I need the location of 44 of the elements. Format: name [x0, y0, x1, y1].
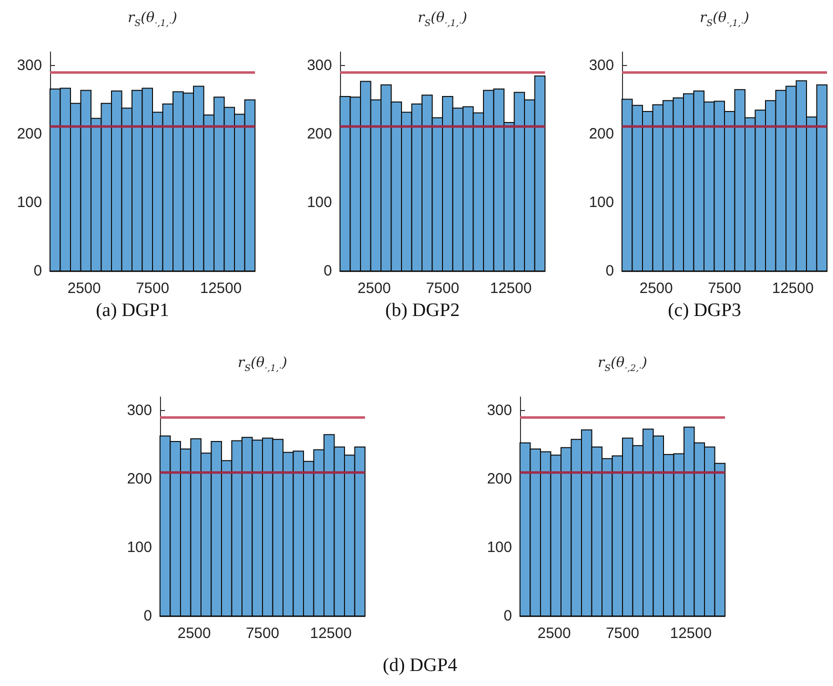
y-tick-label: 0 [324, 262, 332, 280]
chart-title: r$_{S}$(θ$_{·,1,·}$) [126, 10, 178, 29]
x-tick-label: 12500 [490, 280, 532, 297]
x-tick-label: 2500 [177, 625, 211, 642]
chart-title: r$_{S}$(θ$_{·,1,·}$) [416, 10, 468, 29]
y-tick-label: 200 [486, 470, 512, 488]
y-tick-label: 100 [306, 194, 332, 212]
chart-title: r$_{S}$(θ$_{·,2,·}$) [596, 355, 648, 374]
x-tick-label: 12500 [772, 280, 814, 297]
text: (d) DGP4 [382, 655, 458, 677]
y-tick-label: 300 [588, 57, 614, 74]
y-tick-label: 200 [306, 126, 332, 143]
y-tick-label: 100 [588, 194, 614, 212]
x-tick-label: 7500 [708, 280, 742, 297]
chart-title: r$_{S}$(θ$_{·,1,·}$) [698, 10, 750, 29]
y-tick-label: 100 [486, 539, 512, 556]
text: (b) DGP2 [384, 300, 461, 322]
x-tick-label: 2500 [639, 280, 673, 297]
chart-title: r$_{S}$(θ$_{·,1,·}$) [236, 355, 288, 374]
y-tick-label: 200 [16, 126, 42, 143]
y-tick-label: 200 [588, 126, 614, 143]
x-tick-label: 12500 [200, 280, 242, 297]
y-tick-label: 0 [504, 608, 512, 624]
y-tick-label: 300 [16, 57, 42, 74]
x-tick-label: 7500 [606, 625, 640, 642]
y-tick-label: 300 [126, 402, 152, 420]
text: (a) DGP1 [94, 300, 170, 322]
y-tick-label: 300 [486, 402, 512, 420]
y-tick-label: 300 [306, 57, 332, 74]
y-tick-label: 100 [16, 194, 42, 212]
x-tick-label: 7500 [136, 280, 170, 297]
x-tick-label: 12500 [310, 625, 352, 642]
y-tick-label: 0 [606, 262, 614, 280]
x-tick-label: 7500 [426, 280, 460, 297]
x-tick-label: 7500 [246, 625, 280, 642]
y-tick-label: 100 [126, 539, 152, 556]
y-tick-label: 0 [144, 608, 152, 624]
x-tick-label: 12500 [670, 625, 712, 642]
y-tick-label: 200 [126, 470, 152, 488]
x-tick-label: 2500 [67, 280, 101, 297]
y-tick-label: 0 [34, 262, 42, 280]
text: (c) DGP3 [666, 300, 742, 322]
x-tick-label: 2500 [357, 280, 391, 297]
x-tick-label: 2500 [537, 625, 571, 642]
